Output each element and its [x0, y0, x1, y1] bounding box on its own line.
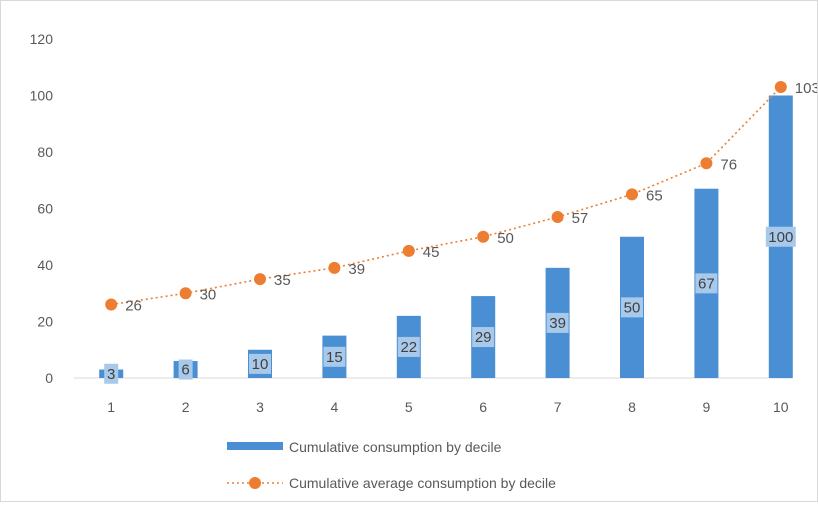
bar-data-label: 3 [107, 366, 115, 383]
legend: Cumulative consumption by decile Cumulati… [227, 439, 556, 491]
x-tick-label: 8 [628, 399, 636, 415]
line-marker [551, 210, 564, 223]
legend-label: Cumulative consumption by decile [289, 439, 502, 455]
x-tick-label: 3 [256, 399, 264, 415]
x-tick-label: 7 [554, 399, 562, 415]
bar-data-label: 15 [326, 349, 343, 366]
y-axis-ticks: 0 20 40 60 80 100 120 [30, 31, 54, 386]
y-tick-label: 0 [45, 370, 53, 386]
x-tick-label: 2 [182, 399, 190, 415]
line-data-label: 57 [572, 210, 589, 227]
line-data-label: 65 [646, 187, 663, 204]
bar-label-background [397, 336, 420, 357]
bar-label-background [323, 346, 346, 367]
y-tick-label: 60 [37, 201, 53, 217]
bar-data-label: 67 [698, 275, 715, 292]
y-tick-label: 80 [37, 144, 53, 160]
x-tick-label: 1 [107, 399, 115, 415]
bar-label-background [472, 327, 495, 348]
y-tick-label: 40 [37, 257, 53, 273]
line-path [111, 86, 782, 306]
line-data-label: 30 [200, 286, 217, 303]
line-data-label: 39 [348, 261, 365, 278]
line-series: 26 30 35 39 45 50 57 65 76 103 [105, 80, 818, 315]
bar-series: 3 6 10 15 22 29 39 50 67 100 [99, 95, 796, 384]
line-marker [328, 261, 341, 274]
line-data-label: 26 [125, 298, 142, 315]
line-marker [626, 188, 638, 201]
line-data-label: 50 [497, 230, 514, 247]
line-marker [477, 230, 490, 243]
bar-label-background [546, 312, 569, 333]
line-marker [179, 287, 192, 300]
bar-label-background [695, 273, 718, 294]
line-marker [700, 157, 713, 170]
x-tick-label: 9 [703, 399, 711, 415]
line-marker [105, 298, 118, 311]
x-tick-label: 10 [773, 399, 789, 415]
legend-bar-swatch [227, 442, 283, 450]
bar-data-label: 10 [252, 356, 269, 373]
y-tick-label: 20 [37, 314, 53, 330]
line-data-label: 76 [720, 156, 737, 173]
bar-label-background [104, 363, 119, 384]
x-tick-label: 6 [479, 399, 487, 415]
legend-marker-swatch [249, 477, 261, 489]
bar-data-label: 39 [549, 315, 566, 332]
bar-data-label: 50 [624, 299, 641, 316]
bar-label-background [178, 359, 193, 380]
line-data-label: 103 [795, 80, 817, 97]
x-tick-label: 5 [405, 399, 413, 415]
bar-label-background [765, 226, 796, 247]
x-tick-label: 4 [331, 399, 339, 415]
line-marker [402, 244, 415, 257]
bar-data-label: 100 [768, 229, 793, 246]
line-data-label: 45 [423, 244, 440, 261]
y-tick-label: 100 [30, 88, 54, 104]
x-axis-ticks: 1 2 3 4 5 6 7 8 9 10 [107, 399, 788, 415]
line-marker [774, 81, 787, 94]
bar-label-background [621, 297, 643, 318]
line-data-label: 35 [274, 272, 291, 289]
bar-data-label: 6 [181, 362, 189, 379]
bar-data-label: 22 [400, 339, 417, 356]
bar-data-label: 29 [475, 329, 492, 346]
line-marker [254, 273, 266, 286]
legend-label: Cumulative average consumption by decile [289, 475, 556, 491]
y-tick-label: 120 [30, 31, 54, 47]
bar-label-background [249, 353, 271, 374]
